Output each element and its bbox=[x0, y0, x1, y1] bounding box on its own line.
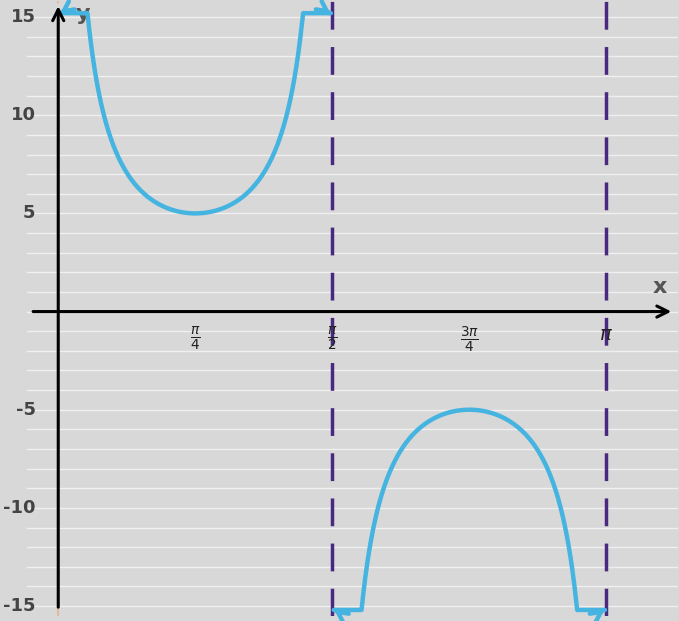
Text: -10: -10 bbox=[3, 499, 35, 517]
Text: 15: 15 bbox=[11, 8, 35, 26]
Text: 10: 10 bbox=[11, 106, 35, 124]
Text: y: y bbox=[75, 4, 90, 24]
Text: $\frac{3\pi}{4}$: $\frac{3\pi}{4}$ bbox=[460, 325, 479, 355]
Text: $\frac{\pi}{4}$: $\frac{\pi}{4}$ bbox=[190, 325, 200, 353]
Text: -15: -15 bbox=[3, 597, 35, 615]
Text: $\frac{\pi}{2}$: $\frac{\pi}{2}$ bbox=[327, 325, 337, 353]
Text: 5: 5 bbox=[23, 204, 35, 222]
Text: x: x bbox=[653, 277, 667, 297]
Text: $\pi$: $\pi$ bbox=[600, 325, 613, 344]
Text: -5: -5 bbox=[16, 401, 35, 419]
